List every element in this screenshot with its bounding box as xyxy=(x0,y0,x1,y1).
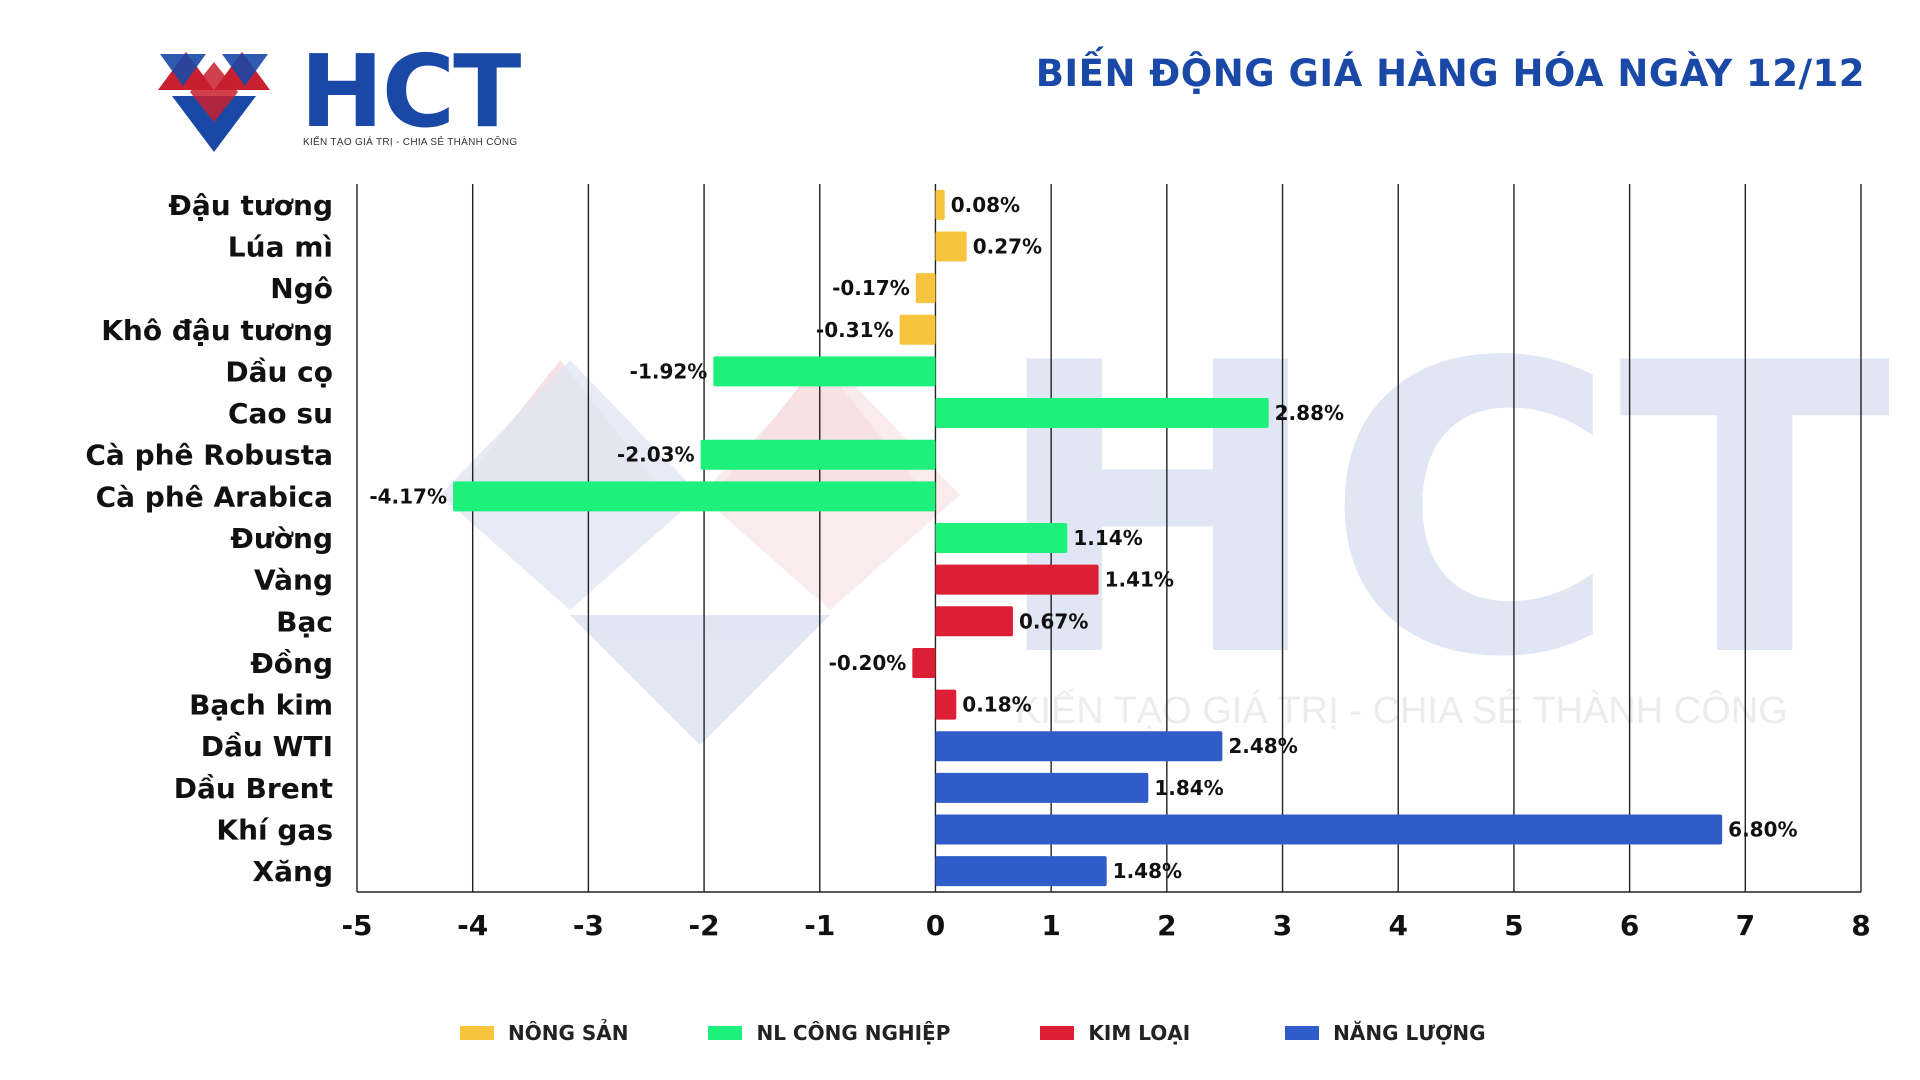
bar-10 xyxy=(935,564,1099,595)
x-tick-label-7: 7 xyxy=(1736,909,1755,942)
logo-diamond-blue-right xyxy=(222,54,268,86)
hct-logo xyxy=(158,52,270,152)
value-label-4: -0.31% xyxy=(816,318,894,342)
value-label-5: -1.92% xyxy=(630,359,708,383)
watermark: HCT KIẾN TẠO GIÁ TRỊ - CHIA SẺ THÀNH CÔN… xyxy=(440,280,1893,745)
bar-1 xyxy=(935,189,945,220)
x-tick-label--3: -3 xyxy=(573,909,604,942)
x-tick-label-6: 6 xyxy=(1620,909,1639,942)
x-tick-label--4: -4 xyxy=(457,909,488,942)
category-label-9: Đường xyxy=(230,522,333,555)
bar-4 xyxy=(899,314,936,345)
category-label-6: Cao su xyxy=(228,397,333,430)
category-label-5: Dầu cọ xyxy=(225,355,333,388)
category-label-12: Đồng xyxy=(250,647,333,680)
legend-item-3: KIM LOẠI xyxy=(1040,1021,1190,1045)
bar-14 xyxy=(935,731,1223,762)
category-label-4: Khô đậu tương xyxy=(101,314,333,347)
legend-swatch-4 xyxy=(1285,1026,1320,1040)
logo-tagline: KIẾN TẠO GIÁ TRỊ - CHIA SẺ THÀNH CÔNG xyxy=(303,137,518,148)
legend-item-1: NÔNG SẢN xyxy=(460,1021,628,1045)
bar-11 xyxy=(935,606,1013,637)
value-label-1: 0.08% xyxy=(951,193,1020,217)
x-tick-label-8: 8 xyxy=(1851,909,1870,942)
x-tick-label--5: -5 xyxy=(341,909,372,942)
bar-16 xyxy=(935,814,1723,845)
category-label-1: Đậu tương xyxy=(168,189,333,222)
value-labels: 0.08% 0.27% -0.17% -0.31% -1.92% 2.88% -2.03% -… xyxy=(369,193,1797,883)
category-label-17: Xăng xyxy=(253,855,333,888)
x-axis-ticks: -5 -4 -3 -2 -1 0 1 2 3 4 5 6 7 8 xyxy=(341,909,1870,942)
value-label-17: 1.48% xyxy=(1113,859,1182,883)
value-label-6: 2.88% xyxy=(1275,401,1344,425)
logo-diamond-red-center xyxy=(190,62,238,122)
bar-7 xyxy=(700,439,936,470)
category-labels: Đậu tương Lúa mì Ngô Khô đậu tương Dầu cọ Cao… xyxy=(85,189,333,888)
legend-label-4: NĂNG LƯỢNG xyxy=(1333,1021,1486,1045)
logo-diamond-blue-left xyxy=(160,54,206,86)
watermark-tagline: KIẾN TẠO GIÁ TRỊ - CHIA SẺ THÀNH CÔNG xyxy=(1015,688,1788,732)
value-label-14: 2.48% xyxy=(1228,734,1297,758)
legend-swatch-3 xyxy=(1040,1026,1075,1040)
category-label-8: Cà phê Arabica xyxy=(96,480,333,513)
watermark-diamond-red-left xyxy=(450,360,670,500)
category-label-13: Bạch kim xyxy=(189,689,333,722)
value-label-3: -0.17% xyxy=(832,276,910,300)
category-label-3: Ngô xyxy=(270,272,333,305)
bar-12 xyxy=(912,647,936,678)
category-label-2: Lúa mì xyxy=(228,230,333,263)
logo-diamond-blue-bottom xyxy=(172,96,256,152)
bar-9 xyxy=(935,523,1068,553)
legend-item-4: NĂNG LƯỢNG xyxy=(1285,1021,1486,1045)
bar-2 xyxy=(935,231,967,262)
category-label-15: Dầu Brent xyxy=(174,772,333,805)
value-label-2: 0.27% xyxy=(973,234,1042,258)
value-label-7: -2.03% xyxy=(617,443,695,467)
bar-6 xyxy=(935,398,1269,429)
legend-swatch-2 xyxy=(708,1026,743,1040)
x-tick-label-1: 1 xyxy=(1041,909,1060,942)
category-label-7: Cà phê Robusta xyxy=(85,439,333,472)
x-tick-label--1: -1 xyxy=(804,909,835,942)
bar-17 xyxy=(935,856,1107,887)
legend-item-2: NL CÔNG NGHIỆP xyxy=(708,1021,950,1045)
x-tick-label-0: 0 xyxy=(926,909,945,942)
legend-swatch-1 xyxy=(460,1026,494,1040)
x-tick-label-5: 5 xyxy=(1504,909,1523,942)
value-label-11: 0.67% xyxy=(1019,609,1088,633)
value-label-12: -0.20% xyxy=(829,651,907,675)
x-tick-label--2: -2 xyxy=(689,909,720,942)
bars xyxy=(453,189,1723,887)
value-label-16: 6.80% xyxy=(1728,818,1797,842)
bar-15 xyxy=(935,772,1149,803)
x-tick-label-4: 4 xyxy=(1388,909,1407,942)
value-label-10: 1.41% xyxy=(1105,568,1174,592)
bar-13 xyxy=(935,689,957,720)
x-tick-label-2: 2 xyxy=(1157,909,1176,942)
value-label-13: 0.18% xyxy=(962,693,1031,717)
legend-label-2: NL CÔNG NGHIỆP xyxy=(756,1021,951,1045)
bar-3 xyxy=(915,273,936,304)
value-label-15: 1.84% xyxy=(1154,776,1223,800)
chart-title: BIẾN ĐỘNG GIÁ HÀNG HÓA NGÀY 12/12 xyxy=(1035,52,1865,95)
bar-8 xyxy=(453,481,936,512)
category-label-16: Khí gas xyxy=(216,814,333,847)
category-label-10: Vàng xyxy=(254,564,333,597)
logo-wordmark: HCT xyxy=(300,33,521,150)
watermark-diamond-blue-bottom xyxy=(570,615,830,745)
value-label-8: -4.17% xyxy=(369,484,447,508)
watermark-wordmark: HCT xyxy=(990,280,1893,745)
value-label-9: 1.14% xyxy=(1073,526,1142,550)
legend-label-3: KIM LOẠI xyxy=(1088,1021,1191,1045)
legend: NÔNG SẢN NL CÔNG NGHIỆP KIM LOẠI NĂNG LƯỢNG xyxy=(460,1018,1486,1048)
legend-label-1: NÔNG SẢN xyxy=(508,1021,629,1045)
bar-5 xyxy=(713,356,936,387)
category-label-14: Dầu WTI xyxy=(201,730,333,763)
x-tick-label-3: 3 xyxy=(1273,909,1292,942)
category-label-11: Bạc xyxy=(276,605,333,638)
